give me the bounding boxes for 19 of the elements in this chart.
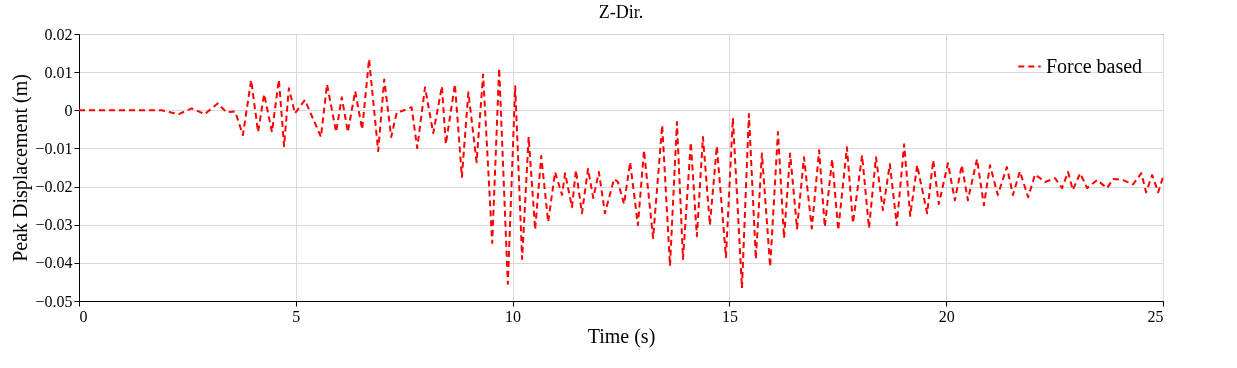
line-series: [78, 58, 1164, 290]
y-tick-label: −0.02: [35, 178, 73, 196]
x-tick-label: 0: [79, 307, 88, 325]
x-axis-title: Time (s): [587, 324, 656, 348]
y-tick-label: −0.04: [35, 254, 73, 272]
y-tick-label: 0: [64, 101, 73, 119]
y-tick-label: −0.01: [35, 139, 73, 157]
y-tick-label: −0.05: [35, 292, 73, 310]
y-tick-label: 0.02: [44, 25, 73, 43]
x-tick-label: 25: [1147, 307, 1164, 325]
x-tick-label: 10: [505, 307, 522, 325]
y-tick-label: −0.03: [35, 216, 73, 234]
legend-label: Force based: [1046, 54, 1143, 77]
chart-title: Z-Dir.: [598, 2, 644, 22]
y-tick-label: 0.01: [44, 63, 73, 81]
x-tick-label: 20: [938, 307, 955, 325]
x-tick-label: 15: [721, 307, 738, 325]
y-axis-title: Peak Displacement (m): [9, 74, 33, 262]
x-tick-label: 5: [292, 307, 301, 325]
